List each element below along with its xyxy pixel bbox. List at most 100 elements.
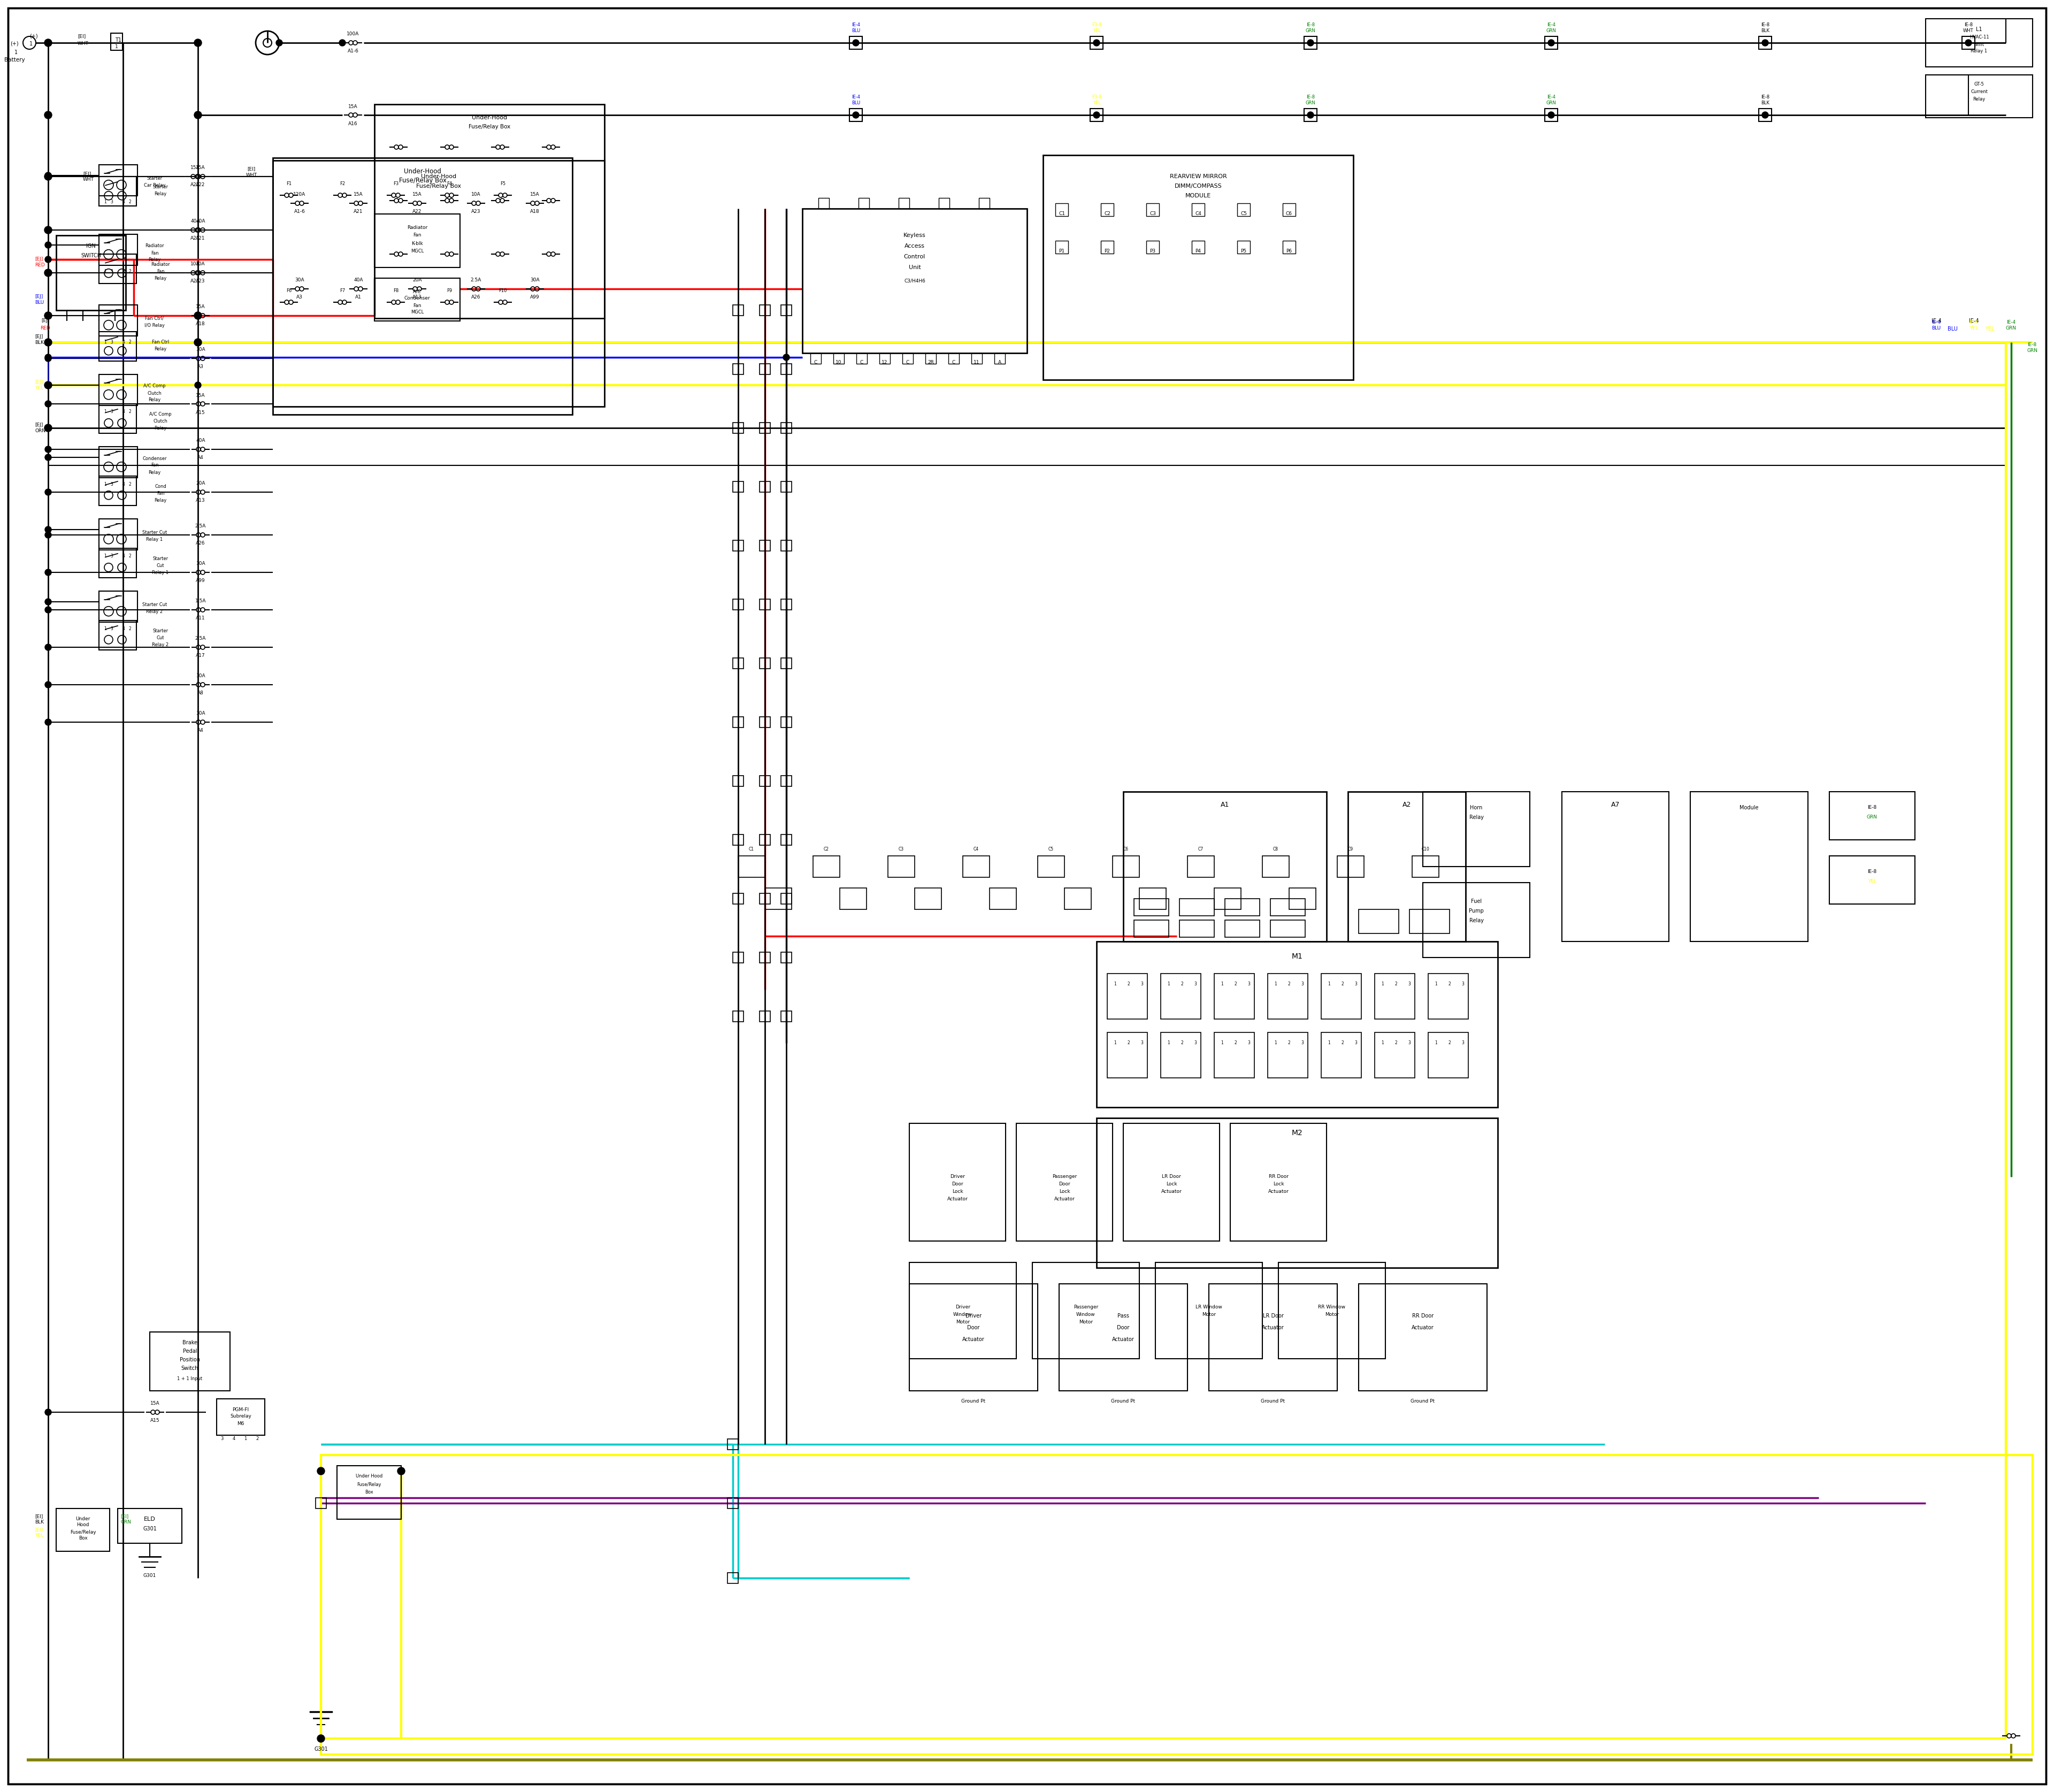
Bar [840,889,867,909]
Bar [99,548,136,577]
Bar [1230,1124,1327,1242]
Circle shape [1549,111,1555,118]
Text: Fan: Fan [150,462,158,468]
Bar [1091,109,1103,122]
Text: F10: F10 [499,289,507,292]
Text: IE-4: IE-4 [1931,319,1941,324]
Bar [926,353,937,364]
Circle shape [195,39,201,47]
Bar [813,857,840,878]
Bar [1282,240,1296,253]
Text: Switch: Switch [181,1366,199,1371]
Text: Lock: Lock [1167,1183,1177,1186]
Text: Motor: Motor [955,1319,969,1324]
Bar [374,213,460,267]
Text: Motor: Motor [1202,1312,1216,1317]
Bar [117,1509,183,1543]
Bar [760,658,770,668]
Text: 20A: 20A [195,482,205,486]
Text: Fuse/Relay Box: Fuse/Relay Box [417,183,460,188]
Text: Window: Window [1076,1312,1095,1317]
Bar [733,952,744,962]
Text: 2: 2 [129,269,131,274]
Text: 2: 2 [129,625,131,631]
Text: 2: 2 [1395,982,1397,987]
Text: Lock: Lock [1060,1190,1070,1193]
Text: F1: F1 [286,181,292,186]
Text: 30A: 30A [195,561,205,566]
Text: P2: P2 [1105,249,1109,254]
Bar [1758,36,1771,48]
Text: 4: 4 [123,269,125,274]
Bar [99,375,138,405]
Text: Shift: Shift [1974,41,1984,47]
Text: C3: C3 [1150,211,1156,217]
Text: 2.5A: 2.5A [470,278,481,283]
Bar [1187,857,1214,878]
Bar [781,423,791,434]
Text: Under-Hood: Under-Hood [405,168,442,174]
Bar [764,889,791,909]
Text: Fan: Fan [156,269,164,274]
Text: 2: 2 [1341,1041,1343,1045]
Text: Relay: Relay [154,498,166,504]
Text: IE-8
GRN: IE-8 GRN [2027,342,2038,353]
Text: Relay 2: Relay 2 [146,609,162,615]
Text: 1 + 1 Input: 1 + 1 Input [177,1376,203,1382]
Bar [1056,240,1068,253]
Circle shape [45,172,51,179]
Circle shape [195,111,201,118]
Text: A1: A1 [355,296,362,299]
Text: Starter: Starter [152,629,168,633]
Text: 1.5A: 1.5A [195,599,205,604]
Circle shape [45,382,51,389]
Circle shape [45,312,51,319]
Text: Cut: Cut [156,636,164,640]
Text: Actuator: Actuator [1111,1337,1134,1342]
Text: 1: 1 [105,625,107,631]
Text: Under
Hood: Under Hood [76,1516,90,1527]
Bar [99,332,136,360]
Text: C10: C10 [1421,848,1430,851]
Text: M1: M1 [1292,953,1302,961]
Text: 1: 1 [105,269,107,274]
Text: [EJ]
BLU: [EJ] BLU [35,294,43,305]
Bar [939,197,949,208]
Text: Door: Door [951,1183,963,1186]
Text: Horn: Horn [1471,805,1483,810]
Text: C2: C2 [1105,211,1111,217]
Bar [1561,792,1668,941]
Text: Passenger: Passenger [1074,1305,1099,1310]
Circle shape [45,382,51,389]
Text: IE-8
BLK: IE-8 BLK [1760,23,1768,32]
Text: C7: C7 [1197,848,1204,851]
Text: 1: 1 [105,340,107,344]
Circle shape [275,39,283,47]
Text: Relay: Relay [1469,815,1483,821]
Text: C: C [953,360,955,366]
Circle shape [195,312,201,319]
Text: A13: A13 [413,296,421,299]
Text: 2: 2 [1181,982,1183,987]
Bar [1927,75,2033,118]
Bar [1423,883,1530,957]
Text: Relay: Relay [154,276,166,281]
Circle shape [195,39,201,47]
Bar [1409,909,1450,934]
Text: Subrelay: Subrelay [230,1414,251,1419]
Bar [374,104,604,319]
Text: 3: 3 [1300,1041,1304,1045]
Text: A18: A18 [195,323,205,326]
Circle shape [45,607,51,613]
Text: Starter Cut: Starter Cut [142,530,166,536]
Bar [1321,1032,1362,1077]
Text: Door: Door [967,1324,980,1330]
Text: C3/H4H6: C3/H4H6 [904,278,926,283]
Bar [1091,36,1103,48]
Text: 10A: 10A [195,262,205,267]
Text: A99: A99 [195,579,205,584]
Text: 1: 1 [115,45,117,50]
Circle shape [45,532,51,538]
Text: Fuse/Relay
Box: Fuse/Relay Box [70,1530,97,1541]
Circle shape [1762,111,1768,118]
